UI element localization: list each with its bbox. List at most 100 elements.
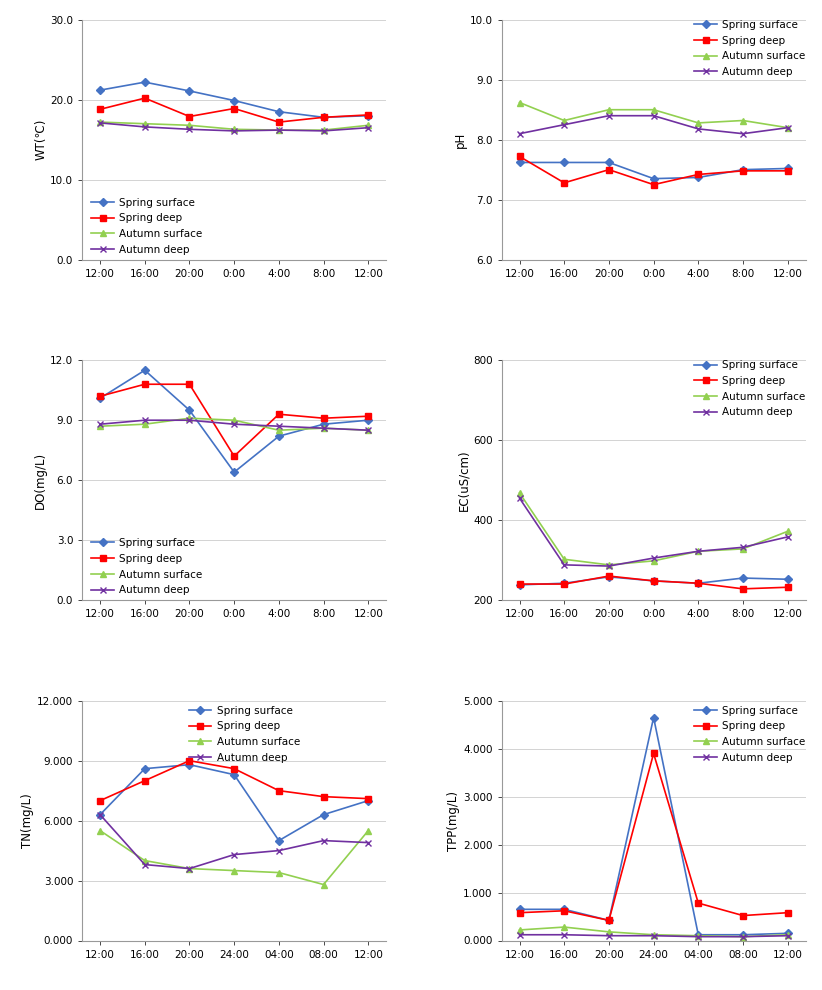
Spring surface (559, 577, 569, 589)
Spring surface (783, 162, 792, 174)
Line: Autumn deep: Autumn deep (517, 113, 791, 137)
Line: Autumn deep: Autumn deep (517, 932, 791, 940)
Autumn surface (95, 421, 105, 433)
Spring deep (783, 165, 792, 177)
Autumn surface (229, 414, 239, 426)
Spring deep (515, 578, 524, 590)
Autumn surface (184, 412, 194, 424)
Autumn deep (649, 552, 658, 564)
Spring deep (783, 907, 792, 919)
Spring deep (783, 581, 792, 593)
Autumn surface (95, 116, 105, 128)
Autumn deep (229, 125, 239, 137)
Spring deep (140, 775, 150, 787)
Autumn deep (274, 844, 284, 856)
Y-axis label: EC(uS/cm): EC(uS/cm) (457, 449, 470, 511)
Autumn deep (95, 418, 105, 430)
Autumn surface (140, 418, 150, 430)
Line: Spring surface: Spring surface (97, 79, 371, 120)
Legend: Spring surface, Spring deep, Autumn surface, Autumn deep: Spring surface, Spring deep, Autumn surf… (695, 706, 806, 762)
Spring surface (319, 418, 329, 430)
Spring surface (604, 571, 614, 583)
Autumn surface (649, 929, 658, 940)
Line: Spring deep: Spring deep (97, 758, 371, 804)
Autumn deep (140, 414, 150, 426)
Autumn surface (738, 115, 748, 127)
Y-axis label: DO(mg/L): DO(mg/L) (35, 451, 48, 509)
Line: Spring deep: Spring deep (97, 381, 371, 459)
Spring surface (363, 414, 373, 426)
Autumn surface (274, 866, 284, 878)
Autumn surface (319, 878, 329, 890)
Autumn deep (559, 929, 569, 940)
Autumn surface (363, 425, 373, 437)
Autumn surface (274, 124, 284, 136)
Autumn surface (229, 864, 239, 876)
Autumn surface (604, 559, 614, 571)
Autumn deep (184, 414, 194, 426)
Line: Autumn surface: Autumn surface (97, 416, 371, 433)
Spring surface (184, 404, 194, 416)
Legend: Spring surface, Spring deep, Autumn surface, Autumn deep: Spring surface, Spring deep, Autumn surf… (188, 706, 300, 762)
Autumn surface (274, 425, 284, 437)
Line: Autumn surface: Autumn surface (517, 490, 791, 567)
Legend: Spring surface, Spring deep, Autumn surface, Autumn deep: Spring surface, Spring deep, Autumn surf… (695, 360, 806, 418)
Autumn surface (738, 931, 748, 942)
Spring surface (184, 85, 194, 97)
Autumn surface (649, 555, 658, 567)
Autumn surface (694, 117, 704, 129)
Spring deep (229, 103, 239, 115)
Spring deep (604, 163, 614, 175)
Autumn deep (783, 122, 792, 134)
Autumn surface (363, 825, 373, 837)
Autumn deep (515, 929, 524, 940)
Spring surface (694, 929, 704, 940)
Autumn deep (649, 930, 658, 941)
Legend: Spring surface, Spring deep, Autumn surface, Autumn deep: Spring surface, Spring deep, Autumn surf… (91, 198, 203, 254)
Autumn surface (95, 825, 105, 837)
Spring deep (649, 179, 658, 191)
Spring surface (604, 915, 614, 927)
Autumn surface (515, 97, 524, 109)
Autumn surface (559, 921, 569, 933)
Autumn deep (604, 930, 614, 941)
Autumn deep (515, 128, 524, 140)
Autumn deep (559, 559, 569, 571)
Spring deep (694, 577, 704, 589)
Spring surface (649, 712, 658, 724)
Spring deep (184, 111, 194, 123)
Spring deep (604, 915, 614, 927)
Autumn deep (363, 425, 373, 437)
Spring surface (738, 929, 748, 940)
Spring deep (738, 583, 748, 595)
Line: Spring deep: Spring deep (517, 573, 791, 592)
Autumn deep (319, 423, 329, 435)
Autumn surface (783, 122, 792, 134)
Autumn deep (604, 560, 614, 572)
Autumn surface (604, 104, 614, 116)
Spring surface (515, 579, 524, 591)
Autumn surface (559, 115, 569, 127)
Spring deep (140, 92, 150, 104)
Spring surface (140, 364, 150, 376)
Spring surface (229, 95, 239, 107)
Legend: Spring surface, Spring deep, Autumn surface, Autumn deep: Spring surface, Spring deep, Autumn surf… (695, 20, 806, 77)
Autumn surface (184, 120, 194, 132)
Legend: Spring surface, Spring deep, Autumn surface, Autumn deep: Spring surface, Spring deep, Autumn surf… (91, 538, 203, 595)
Autumn deep (738, 128, 748, 140)
Autumn deep (274, 124, 284, 136)
Autumn deep (738, 931, 748, 942)
Line: Autumn deep: Autumn deep (97, 812, 371, 871)
Spring surface (515, 156, 524, 168)
Autumn surface (319, 423, 329, 435)
Spring surface (783, 573, 792, 585)
Spring surface (604, 156, 614, 168)
Autumn surface (515, 924, 524, 936)
Autumn deep (184, 124, 194, 136)
Spring deep (559, 578, 569, 590)
Spring surface (515, 904, 524, 916)
Y-axis label: TPP(mg/L): TPP(mg/L) (447, 791, 460, 850)
Autumn deep (95, 117, 105, 129)
Autumn deep (274, 421, 284, 433)
Autumn deep (783, 930, 792, 941)
